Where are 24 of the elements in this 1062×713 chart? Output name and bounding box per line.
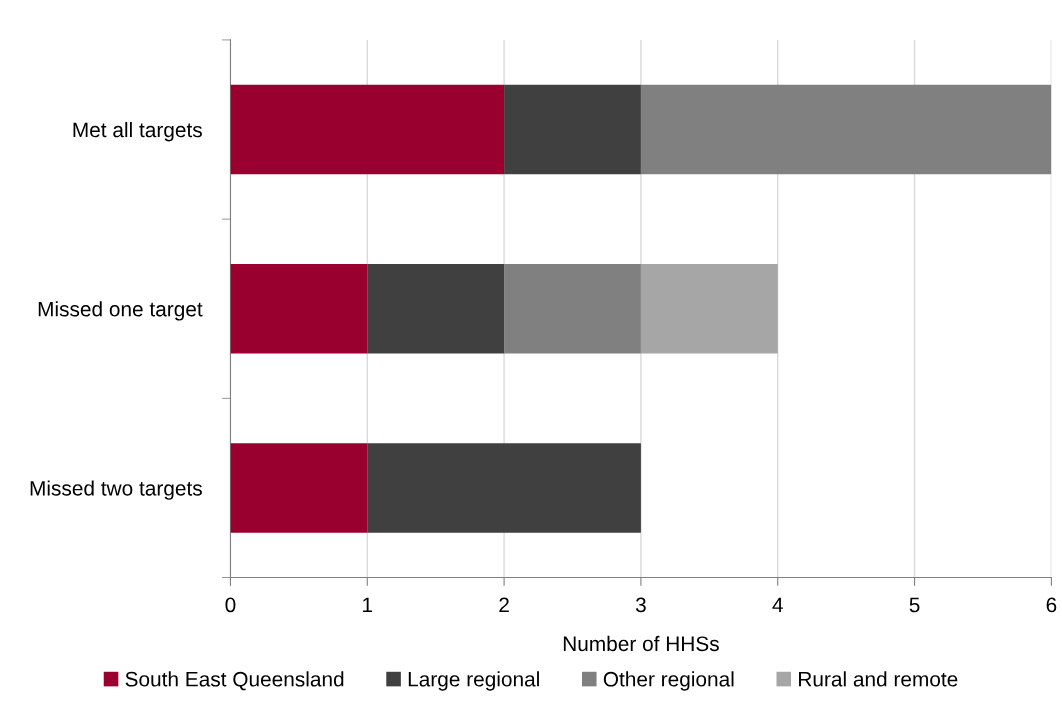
bar: [504, 84, 641, 175]
x-tick-label: 5: [909, 597, 920, 613]
bar: [230, 443, 368, 533]
legend-label: Large regional: [408, 671, 539, 691]
x-tick-label: 4: [772, 597, 783, 613]
legend-label: Rural and remote: [799, 671, 958, 687]
x-tick-label: 0: [225, 597, 236, 613]
bar: [230, 84, 505, 175]
bar: [504, 263, 641, 354]
bar: [230, 263, 368, 354]
legend-label: Other regional: [603, 671, 734, 691]
x-tick-label: 3: [635, 597, 646, 613]
bar: [640, 84, 1052, 175]
x-axis-title: Number of HHSs: [563, 635, 719, 652]
bar: [640, 263, 778, 354]
y-tick-label: Missed two targets: [30, 480, 202, 500]
y-tick-label: Missed one target: [38, 301, 203, 321]
legend-label: South East Queensland: [125, 671, 344, 691]
x-tick-label: 1: [363, 597, 373, 613]
x-tick-label: 2: [499, 597, 509, 613]
x-tick-label: 6: [1046, 597, 1057, 613]
y-tick-label: Met all targets: [73, 121, 202, 142]
bar: [367, 443, 641, 533]
bar: [367, 263, 505, 354]
